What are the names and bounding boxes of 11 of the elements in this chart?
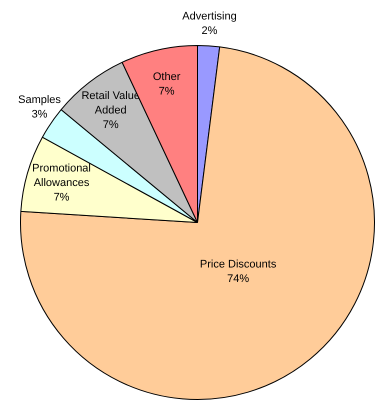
data-label: 2% [202,25,218,38]
data-label: 3% [32,108,48,120]
data-label: 7% [102,119,119,132]
data-label: 7% [54,191,70,204]
slice-label: Advertising [182,10,237,23]
data-label: 7% [158,86,175,98]
slice-label: Samples [18,94,62,106]
slice-label: Promotional Allowances [32,162,91,189]
data-label: 74% [227,272,250,285]
slice-label: Price Discounts [200,258,277,270]
slice-label: Other [152,71,181,84]
